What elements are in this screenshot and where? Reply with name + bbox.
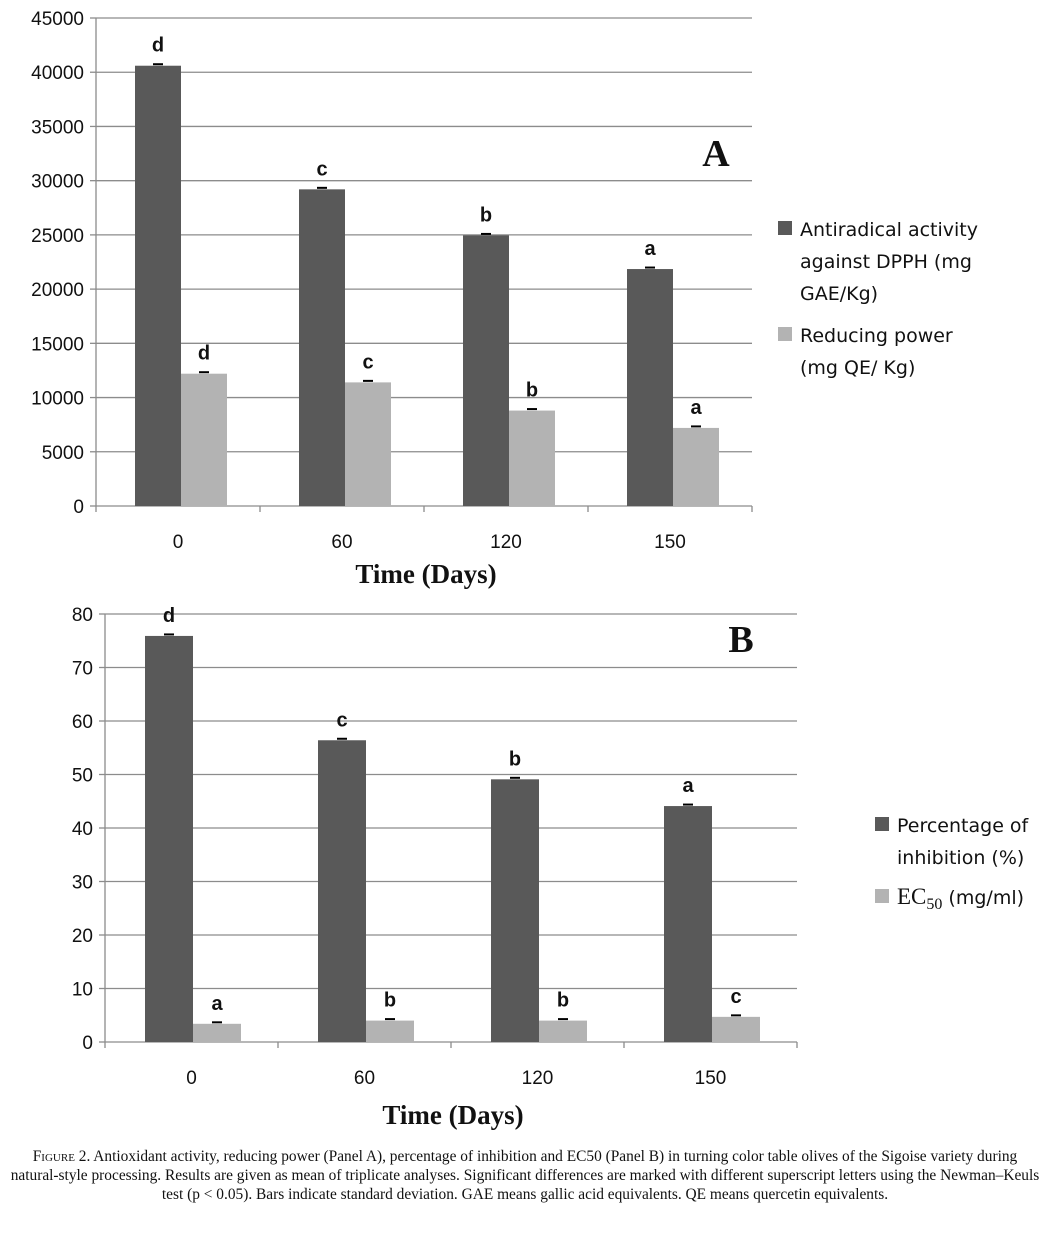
legend-swatch xyxy=(875,889,889,903)
y-tick-label: 30 xyxy=(72,873,93,894)
y-tick-label: 45000 xyxy=(31,9,84,30)
x-tick-label: 60 xyxy=(331,532,352,553)
x-axis-title: Time (Days) xyxy=(382,1100,523,1130)
legend-label: (mg QE/ Kg) xyxy=(800,357,915,379)
bar-dark xyxy=(318,740,366,1042)
significance-letter: b xyxy=(557,990,569,1012)
bar-dark xyxy=(491,779,539,1042)
panel-label: B xyxy=(728,619,753,661)
y-tick-label: 0 xyxy=(73,497,84,518)
legend-label: inhibition (%) xyxy=(897,847,1024,869)
y-tick-label: 30000 xyxy=(31,172,84,193)
legend-label: EC50 (mg/ml) xyxy=(897,884,1024,913)
y-tick-label: 25000 xyxy=(31,226,84,247)
significance-letter: d xyxy=(198,343,210,365)
y-tick-label: 70 xyxy=(72,659,93,680)
significance-letter: a xyxy=(690,397,702,419)
significance-letter: b xyxy=(384,990,396,1012)
x-tick-label: 60 xyxy=(354,1068,375,1089)
bar-dark xyxy=(664,806,712,1042)
bar-light xyxy=(539,1020,587,1042)
y-tick-label: 40000 xyxy=(31,63,84,84)
bar-light xyxy=(345,382,391,506)
y-tick-label: 50 xyxy=(72,766,93,787)
x-tick-label: 0 xyxy=(186,1068,197,1089)
legend-label: GAE/Kg) xyxy=(800,283,878,305)
significance-letter: c xyxy=(316,158,327,180)
legend-label: Percentage of xyxy=(897,815,1030,837)
y-tick-label: 35000 xyxy=(31,117,84,138)
figure-label: Figure 2. xyxy=(32,1148,91,1165)
y-tick-label: 40 xyxy=(72,819,93,840)
significance-letter: c xyxy=(730,986,741,1008)
significance-letter: d xyxy=(152,35,164,57)
bar-dark xyxy=(627,269,673,506)
y-tick-label: 10 xyxy=(72,980,93,1001)
significance-letter: a xyxy=(644,238,656,260)
bar-light xyxy=(712,1016,760,1042)
bar-light xyxy=(673,427,719,506)
significance-letter: c xyxy=(362,351,373,373)
bar-dark xyxy=(463,235,509,507)
significance-letter: b xyxy=(509,748,521,770)
chart-panel-a: 0 5000 10000 15000 20000 25000 30000 35000 40000… xyxy=(31,9,978,589)
significance-letter: b xyxy=(480,204,492,226)
x-tick-label: 150 xyxy=(695,1068,727,1089)
x-axis-title: Time (Days) xyxy=(355,559,496,589)
significance-letter: d xyxy=(163,605,175,627)
bar-light xyxy=(181,373,227,506)
y-tick-label: 15000 xyxy=(31,334,84,355)
legend-label: Reducing power xyxy=(800,325,953,347)
legend-swatch xyxy=(778,327,792,341)
bar-dark xyxy=(135,65,181,507)
bar-light xyxy=(509,410,555,506)
significance-letter: a xyxy=(211,993,223,1015)
y-tick-label: 60 xyxy=(72,712,93,733)
legend-label: Antiradical activity xyxy=(800,219,978,241)
bar-dark xyxy=(299,189,345,506)
y-tick-label: 80 xyxy=(72,605,93,626)
y-tick-label: 20000 xyxy=(31,280,84,301)
panel-label: A xyxy=(702,133,730,175)
significance-letter: a xyxy=(682,775,694,797)
y-tick-label: 20 xyxy=(72,926,93,947)
x-tick-label: 120 xyxy=(490,532,522,553)
y-tick-label: 10000 xyxy=(31,389,84,410)
y-tick-label: 0 xyxy=(82,1033,93,1054)
legend-label: against DPPH (mg xyxy=(800,251,972,273)
chart-panel-b: 0 10 20 30 40 50 60 70 80 d a 0 c b 60 b b 120 a c 150 Time (… xyxy=(72,605,1030,1130)
significance-letter: c xyxy=(336,709,347,731)
caption-text: Antioxidant activity, reducing power (Pa… xyxy=(10,1148,1040,1203)
bar-light xyxy=(366,1020,414,1042)
bar-light xyxy=(193,1023,241,1042)
x-tick-label: 120 xyxy=(522,1068,554,1089)
figure-caption: Figure 2. Antioxidant activity, reducing… xyxy=(10,1147,1040,1204)
y-tick-label: 5000 xyxy=(42,443,84,464)
bar-dark xyxy=(145,635,193,1042)
x-tick-label: 150 xyxy=(654,532,686,553)
significance-letter: b xyxy=(526,380,538,402)
legend-swatch xyxy=(778,221,792,235)
x-tick-label: 0 xyxy=(173,532,184,553)
legend-swatch xyxy=(875,817,889,831)
